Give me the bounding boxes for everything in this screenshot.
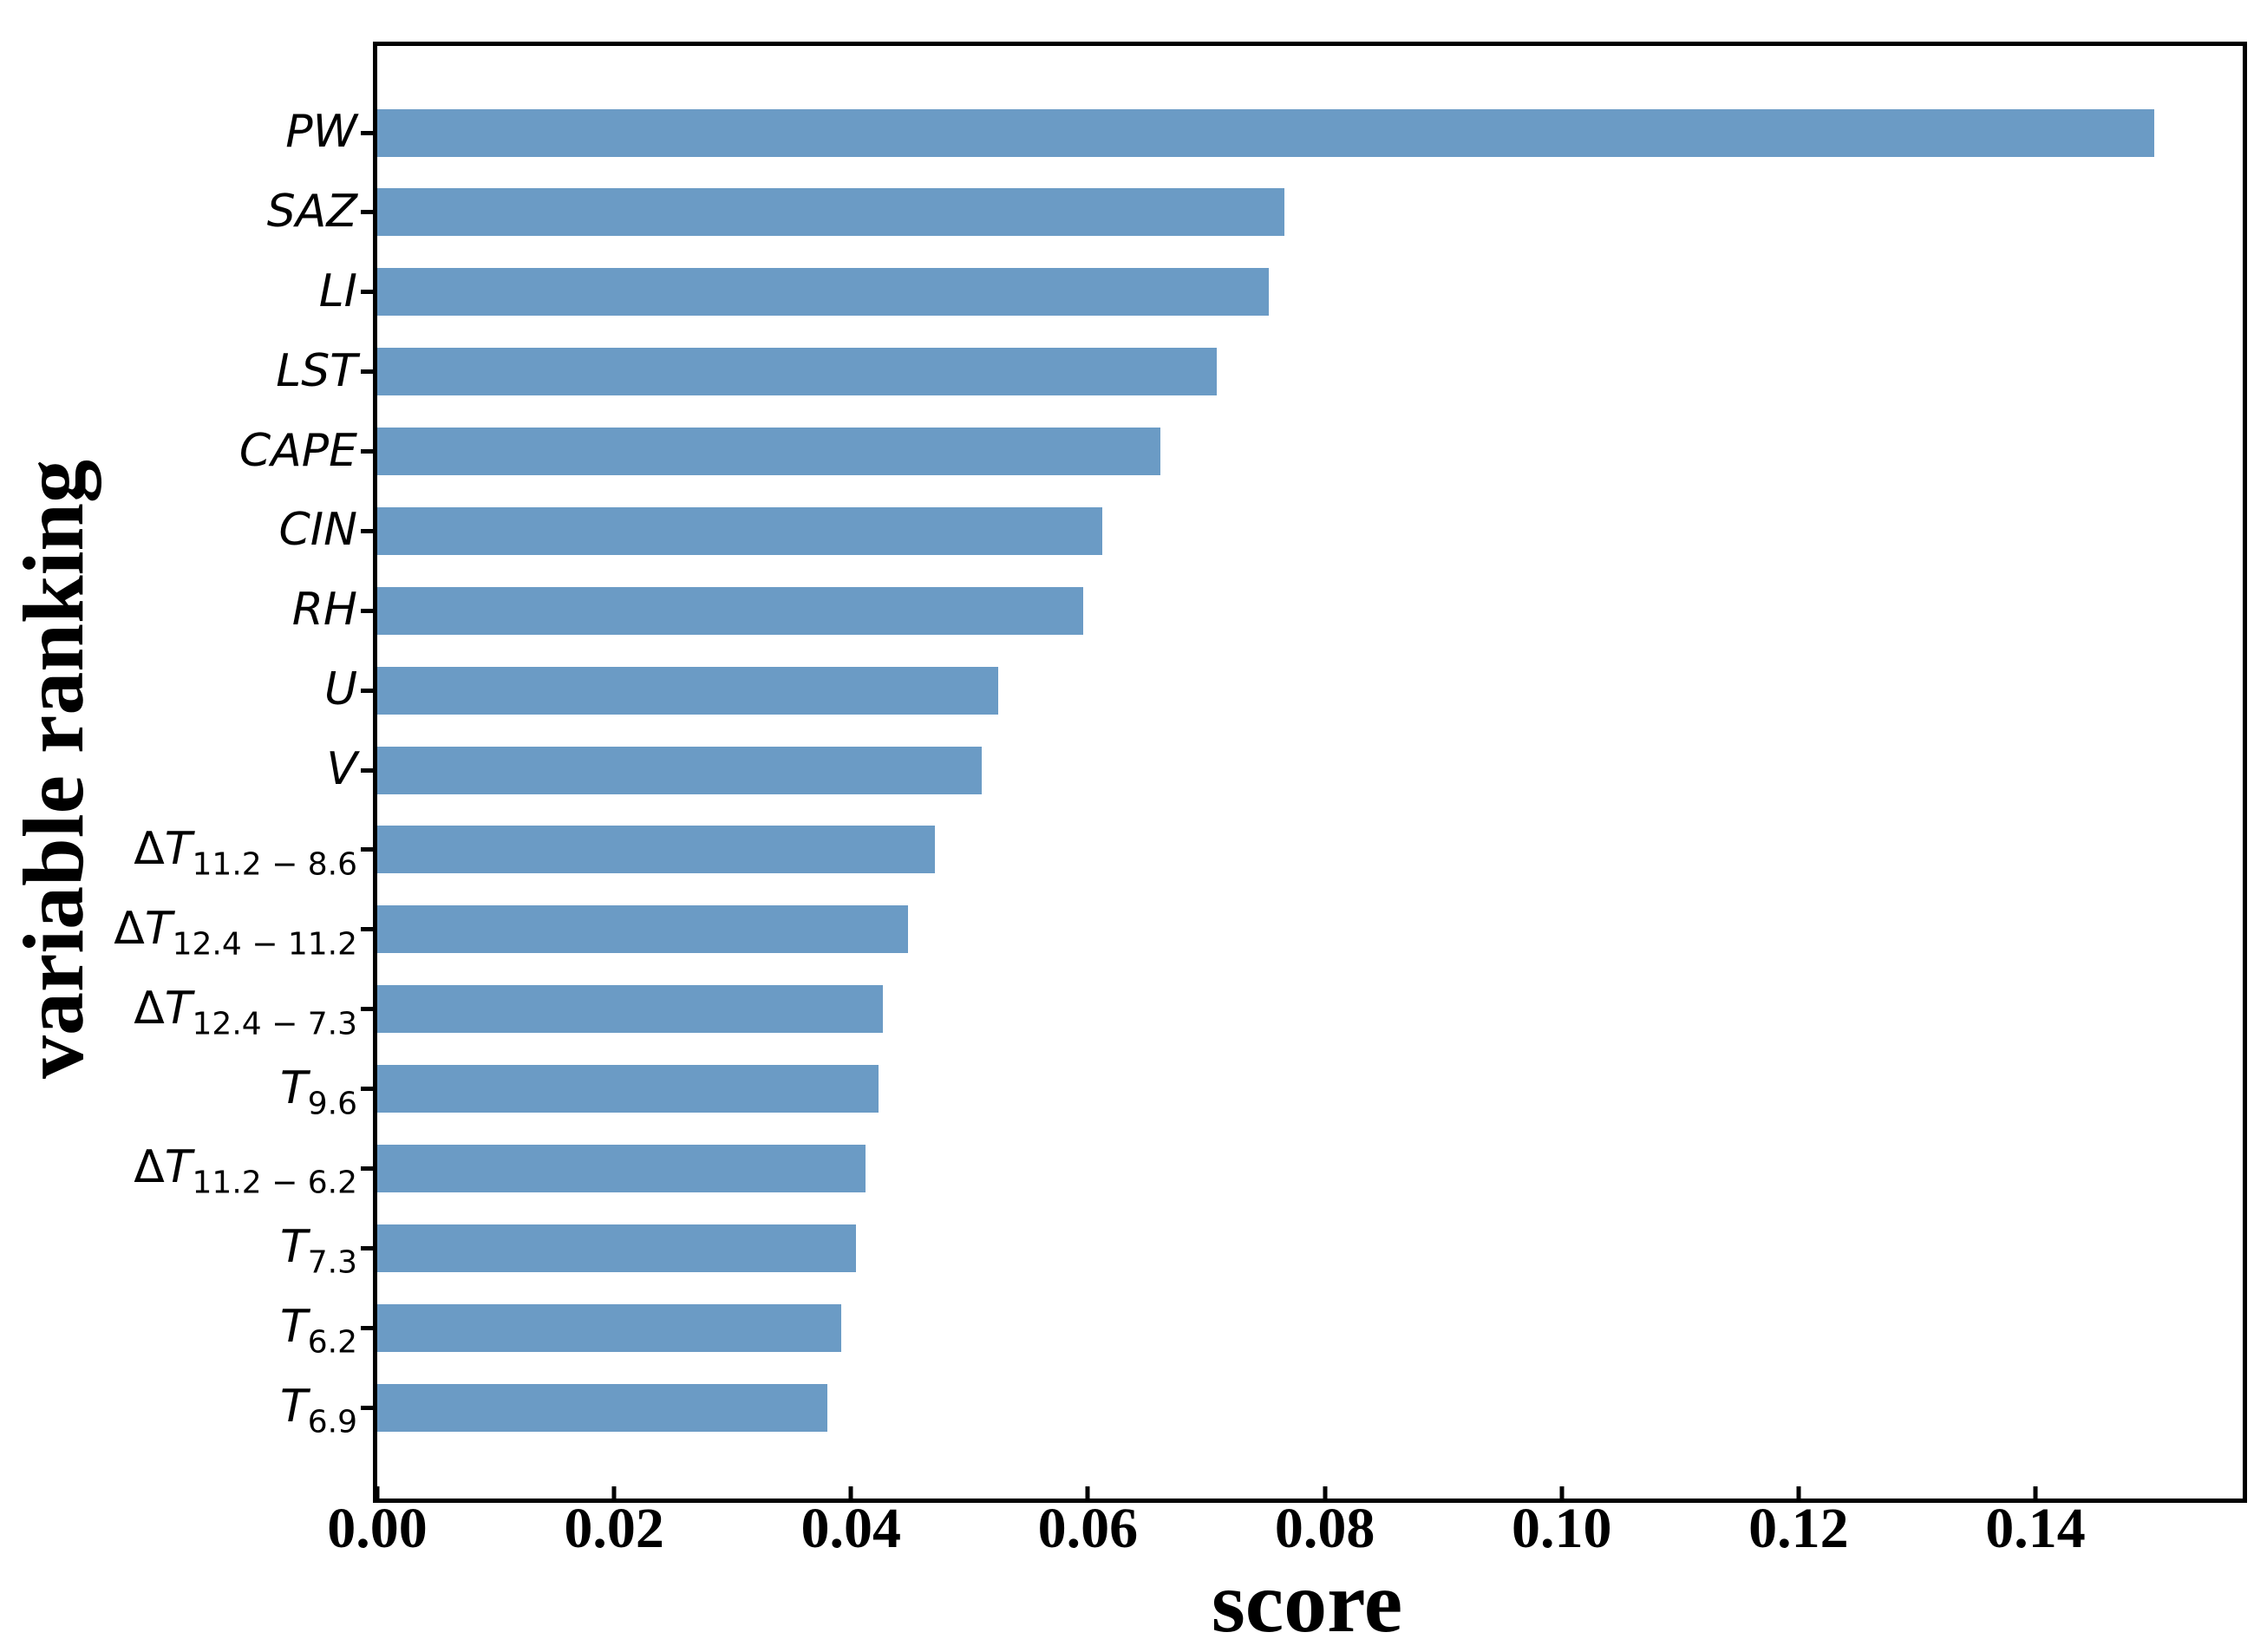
y-tick-CIN <box>361 528 373 533</box>
y-tick-RH <box>361 608 373 613</box>
x-tick-label-0.02: 0.02 <box>564 1497 664 1560</box>
bar-LST <box>377 348 1218 396</box>
y-tick-label-T-6.9: T6.9 <box>279 1380 357 1440</box>
y-tick-CAPE <box>361 449 373 454</box>
bar-RH <box>377 586 1083 635</box>
y-tick-U <box>361 688 373 693</box>
bar-V <box>377 746 982 794</box>
x-tick-0.04 <box>848 1486 853 1499</box>
y-tick-label-ΔT-11.2−8.6: ΔT11.2 − 8.6 <box>134 822 357 883</box>
y-tick-ΔT-12.4−7.3 <box>361 1007 373 1012</box>
y-tick-label-U: U <box>323 663 357 716</box>
bar-CAPE <box>377 428 1160 475</box>
y-tick-T-6.9 <box>361 1405 373 1410</box>
y-tick-SAZ <box>361 210 373 215</box>
bar-ΔT-11.2−8.6 <box>377 826 936 874</box>
x-tick-0.08 <box>1323 1486 1328 1499</box>
y-tick-label-LI: LI <box>318 264 357 317</box>
y-tick-T-9.6 <box>361 1087 373 1091</box>
x-tick-label-0.14: 0.14 <box>1985 1497 2086 1560</box>
bar-PW <box>377 108 2154 157</box>
y-tick-label-CAPE: CAPE <box>238 424 357 477</box>
y-tick-ΔT-11.2−6.2 <box>361 1166 373 1171</box>
y-tick-label-ΔT-12.4−11.2: ΔT12.4 − 11.2 <box>114 902 357 963</box>
x-axis-label: score <box>1211 1554 1403 1650</box>
x-tick-0.12 <box>1796 1486 1801 1499</box>
bar-ΔT-12.4−11.2 <box>377 905 908 954</box>
y-axis-label: variable ranking <box>5 460 101 1079</box>
bar-CIN <box>377 506 1102 555</box>
y-tick-label-CIN: CIN <box>278 504 357 557</box>
y-tick-label-LST: LST <box>276 344 357 397</box>
y-tick-T-6.2 <box>361 1325 373 1330</box>
x-tick-label-0.04: 0.04 <box>800 1497 902 1560</box>
y-tick-ΔT-11.2−8.6 <box>361 847 373 852</box>
bar-ΔT-12.4−7.3 <box>377 985 884 1034</box>
y-tick-label-RH: RH <box>291 584 357 637</box>
bar-T-7.3 <box>377 1224 856 1272</box>
bar-ΔT-11.2−6.2 <box>377 1144 866 1192</box>
y-tick-label-T-7.3: T7.3 <box>279 1221 357 1281</box>
bar-T-6.9 <box>377 1383 827 1432</box>
y-tick-label-T-6.2: T6.2 <box>279 1301 357 1361</box>
x-tick-label-0.08: 0.08 <box>1274 1497 1375 1560</box>
x-tick-0.14 <box>2033 1486 2038 1499</box>
bar-T-9.6 <box>377 1065 879 1113</box>
x-tick-0.00 <box>375 1486 380 1499</box>
y-tick-PW <box>361 130 373 135</box>
plot-area <box>373 42 2247 1503</box>
x-tick-0.10 <box>1559 1486 1565 1499</box>
x-tick-label-0.00: 0.00 <box>327 1497 428 1560</box>
y-tick-label-V: V <box>326 742 357 795</box>
bar-T-6.2 <box>377 1303 842 1352</box>
x-tick-0.02 <box>611 1486 617 1499</box>
y-tick-V <box>361 767 373 773</box>
bar-LI <box>377 268 1270 317</box>
x-tick-label-0.12: 0.12 <box>1748 1497 1849 1560</box>
x-tick-label-0.06: 0.06 <box>1037 1497 1139 1560</box>
y-tick-T-7.3 <box>361 1245 373 1250</box>
y-tick-label-ΔT-11.2−6.2: ΔT11.2 − 6.2 <box>134 1141 357 1201</box>
x-tick-label-0.10: 0.10 <box>1511 1497 1612 1560</box>
y-tick-label-PW: PW <box>285 105 357 158</box>
bar-U <box>377 666 998 715</box>
y-tick-label-T-9.6: T9.6 <box>279 1061 357 1122</box>
y-tick-label-SAZ: SAZ <box>266 185 357 238</box>
bar-SAZ <box>377 188 1285 237</box>
x-tick-0.06 <box>1085 1486 1090 1499</box>
y-tick-LST <box>361 369 373 375</box>
y-tick-ΔT-12.4−11.2 <box>361 927 373 932</box>
y-tick-LI <box>361 290 373 295</box>
y-tick-label-ΔT-12.4−7.3: ΔT12.4 − 7.3 <box>134 982 357 1042</box>
